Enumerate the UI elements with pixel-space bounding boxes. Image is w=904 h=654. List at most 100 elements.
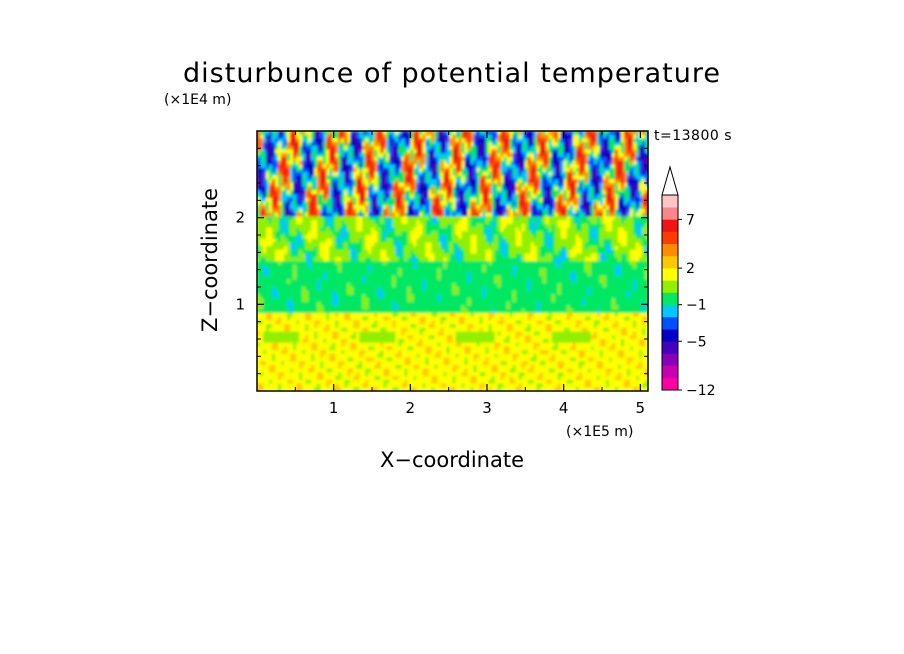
field-cell: [554, 190, 559, 195]
field-cell: [344, 190, 348, 195]
field-cell: [488, 175, 493, 180]
field-cell: [311, 209, 315, 214]
field-cell: [323, 246, 327, 251]
field-cell: [638, 235, 643, 240]
field-cell: [299, 223, 303, 229]
field-cell: [602, 268, 607, 273]
field-cell: [473, 209, 478, 214]
field-cell: [554, 261, 559, 266]
field-cell: [296, 153, 300, 158]
field-cell: [359, 157, 363, 162]
field-cell: [284, 235, 288, 240]
field-cell: [344, 164, 348, 169]
field-cell: [440, 197, 445, 203]
field-cell: [353, 249, 357, 255]
field-cell: [446, 175, 451, 180]
field-cell: [410, 242, 414, 247]
field-cell: [614, 268, 619, 273]
field-cell: [464, 131, 469, 136]
field-cell: [332, 272, 336, 277]
field-cell: [506, 261, 511, 266]
field-cell: [425, 194, 430, 199]
field-cell: [365, 183, 369, 188]
field-cell: [629, 153, 634, 158]
field-cell: [308, 231, 312, 236]
field-cell: [290, 145, 294, 151]
field-cell: [263, 220, 267, 225]
field-cell: [617, 261, 622, 266]
field-cell: [590, 149, 595, 154]
field-cell: [299, 235, 303, 240]
field-cell: [521, 246, 526, 251]
field-cell: [449, 190, 454, 195]
field-cell: [584, 220, 589, 225]
field-cell: [572, 227, 577, 232]
field-cell: [596, 138, 601, 143]
field-cell: [269, 131, 273, 136]
field-cell: [311, 145, 315, 151]
field-cell: [575, 186, 580, 192]
field-cell: [341, 212, 345, 218]
field-cell: [362, 253, 366, 258]
field-cell: [620, 171, 625, 177]
field-cell: [338, 257, 342, 262]
field-cell: [551, 246, 556, 251]
field-cell: [644, 235, 648, 240]
field-cell: [563, 223, 568, 229]
field-cell: [305, 194, 309, 199]
field-cell: [434, 249, 439, 255]
field-cell: [455, 153, 460, 158]
field-cell: [584, 209, 589, 214]
field-cell: [293, 246, 297, 251]
field-cell: [314, 261, 318, 266]
field-cell: [449, 194, 454, 199]
field-cell: [485, 138, 490, 143]
field-cell: [398, 201, 402, 206]
field-cell: [545, 223, 550, 229]
field-cell: [503, 138, 508, 143]
field-cell: [509, 264, 514, 270]
field-cell: [590, 142, 595, 147]
field-cell: [317, 186, 321, 192]
field-cell: [455, 205, 460, 210]
field-cell: [404, 131, 408, 136]
field-cell: [356, 190, 360, 195]
field-cell: [395, 242, 399, 247]
field-cell: [569, 238, 574, 244]
field-cell: [644, 138, 648, 143]
field-cell: [536, 197, 541, 203]
field-cell: [311, 197, 315, 203]
field-cell: [266, 131, 270, 136]
chart-title: disturbunce of potential temperature: [183, 58, 721, 89]
field-cell: [491, 253, 496, 258]
field-cell: [443, 209, 448, 214]
field-cell: [614, 246, 619, 251]
field-cell: [332, 223, 336, 229]
field-cell: [491, 212, 496, 218]
field-cell: [281, 257, 285, 262]
field-cell: [548, 134, 553, 140]
field-cell: [302, 153, 306, 158]
field-cell: [416, 268, 421, 273]
field-cell: [620, 183, 625, 188]
field-cell: [587, 183, 592, 188]
field-cell: [608, 149, 613, 154]
field-cell: [308, 242, 312, 247]
field-cell: [374, 272, 378, 277]
field-cell: [542, 197, 547, 203]
field-cell: [365, 231, 369, 236]
field-cell: [524, 142, 529, 147]
field-cell: [509, 238, 514, 244]
field-cell: [452, 168, 457, 173]
field-cell: [527, 186, 532, 192]
field-cell: [296, 131, 300, 136]
field-cell: [536, 249, 541, 255]
field-cell: [305, 249, 309, 255]
field-cell: [305, 145, 309, 151]
field-cell: [563, 235, 568, 240]
field-cell: [584, 164, 589, 169]
field-cell: [473, 268, 478, 273]
field-cell: [497, 235, 502, 240]
field-cell: [431, 220, 436, 225]
field-cell: [278, 157, 282, 162]
